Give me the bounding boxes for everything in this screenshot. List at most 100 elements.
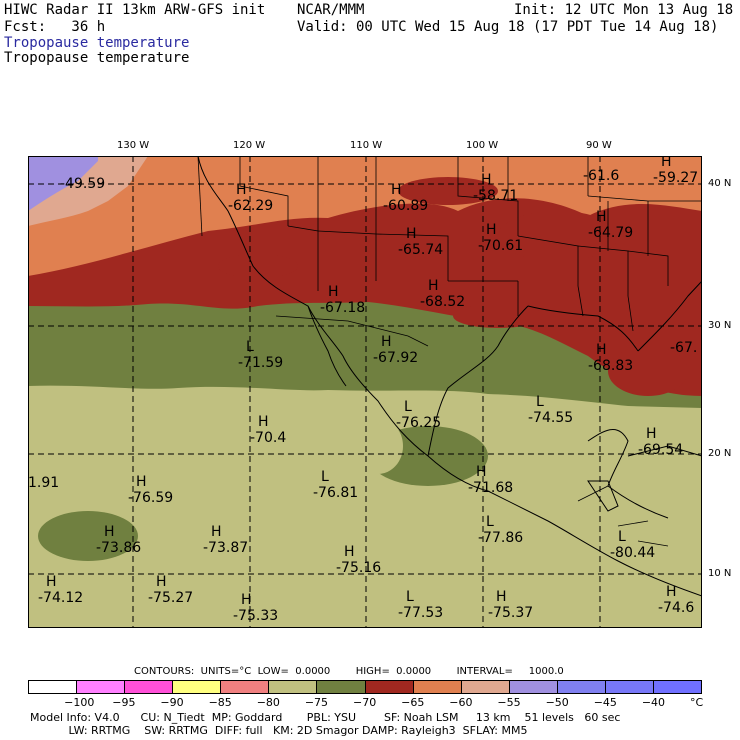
extremum-value: -71.68 (468, 480, 513, 496)
extremum-value: -74.6 (658, 600, 694, 616)
lat-label: 40 N (708, 178, 732, 189)
high-marker: H (481, 172, 492, 188)
extremum-value: -49.59 (60, 176, 105, 192)
colorbar-label: °C (690, 696, 704, 709)
extremum-value: -58.71 (473, 188, 518, 204)
colorbar-label: −40 (641, 696, 666, 709)
lon-label: 120 W (233, 140, 266, 151)
tropopause-map: -49.59 H-62.29H-60.89H-58.71-61.6H-59.27H… (28, 156, 702, 628)
extremum-value: -70.61 (478, 238, 523, 254)
colorbar-swatch (557, 681, 606, 693)
high-marker: H (236, 182, 247, 198)
extremum-value: -77.53 (398, 605, 443, 621)
extremum-value: -70.4 (250, 430, 286, 446)
low-marker: L (404, 399, 412, 415)
extremum-value: -76.25 (396, 415, 441, 431)
colorbar-label: −80 (256, 696, 280, 709)
colorbar-label: −55 (497, 696, 521, 709)
colorbar-label: −60 (449, 696, 473, 709)
lon-label: 110 W (350, 140, 383, 151)
low-marker: L (321, 469, 329, 485)
colorbar-label: −65 (401, 696, 425, 709)
extremum-value: -73.86 (96, 540, 141, 556)
patch-darkred (453, 304, 543, 328)
high-marker: H (496, 589, 507, 605)
high-marker: H (258, 414, 269, 430)
init-time: Init: 12 UTC Mon 13 Aug 18 (514, 2, 734, 18)
high-marker: H (476, 464, 487, 480)
highs-lows: -49.59 H-62.29H-60.89H-58.71-61.6H-59.27H… (28, 156, 698, 624)
patch-sand (248, 411, 308, 441)
colorbar-label: −50 (545, 696, 569, 709)
colorbar-label: −100 (64, 696, 95, 709)
high-marker: H (136, 474, 147, 490)
colorbar (28, 680, 702, 694)
extremum-value: -74.55 (528, 410, 573, 426)
colorbar-swatch (173, 681, 222, 693)
valid-time: Valid: 00 UTC Wed 15 Aug 18 (17 PDT Tue … (297, 19, 719, 35)
field-name-blue: Tropopause temperature (4, 35, 190, 51)
extremum-value: -75.16 (336, 560, 381, 576)
high-marker: H (596, 342, 607, 358)
lon-label: 100 W (466, 140, 499, 151)
patch-olive (38, 511, 138, 561)
patch-darkred (218, 254, 298, 278)
extremum-value: -61.6 (583, 168, 619, 184)
colorbar-label: −90 (160, 696, 184, 709)
high-marker: H (104, 524, 115, 540)
high-marker: H (406, 226, 417, 242)
high-marker: H (344, 544, 355, 560)
band-orange (28, 156, 702, 276)
extremum-value: -76.81 (313, 485, 358, 501)
lat-label: 20 N (708, 448, 732, 459)
colorbar-swatch (509, 681, 558, 693)
colorbar-swatch (221, 681, 270, 693)
colorbar-swatch (125, 681, 174, 693)
lon-label: 90 W (586, 140, 612, 151)
colorbar-label: −95 (112, 696, 136, 709)
extremum-value: -65.74 (398, 242, 443, 258)
low-marker: L (406, 589, 414, 605)
colorbar-label: −70 (353, 696, 377, 709)
lat-lon-grid (28, 156, 702, 628)
colorbar-swatch (29, 681, 78, 693)
high-marker: H (241, 592, 252, 608)
extremum-value: -74.12 (38, 590, 83, 606)
patch-darkred (608, 346, 688, 396)
extremum-value: -59.27 (653, 170, 698, 186)
extremum-value: -67.18 (320, 300, 365, 316)
extremum-value: -62.29 (228, 198, 273, 214)
patch-darkred (498, 211, 618, 261)
high-marker: H (646, 426, 657, 442)
model-info-line2: LW: RRTMG SW: RRTMG DIFF: full KM: 2D Sm… (30, 724, 528, 737)
extremum-value: -71.59 (238, 355, 283, 371)
high-marker: H (391, 182, 402, 198)
extremum-value: -67. (670, 340, 697, 356)
colorbar-swatch (605, 681, 655, 693)
extremum-value: -77.86 (478, 530, 523, 546)
lat-label: 10 N (708, 568, 732, 579)
field-name: Tropopause temperature (4, 50, 190, 66)
map-frame (28, 156, 702, 628)
low-marker: L (618, 529, 626, 545)
product-title: HIWC Radar II 13km ARW-GFS init (4, 2, 266, 18)
high-marker: H (666, 584, 677, 600)
high-marker: H (428, 278, 439, 294)
colorbar-swatch (269, 681, 318, 693)
model-info-line1: Model Info: V4.0 CU: N_Tiedt MP: Goddard… (30, 711, 621, 724)
lat-label: 30 N (708, 320, 732, 331)
extremum-value: -68.83 (588, 358, 633, 374)
colorbar-swatch (365, 681, 414, 693)
extremum-value: -76.59 (128, 490, 173, 506)
high-marker: H (156, 574, 167, 590)
low-marker: L (486, 514, 494, 530)
high-marker: H (661, 156, 672, 170)
extremum-value: -75.37 (488, 605, 533, 621)
colorbar-swatch (413, 681, 462, 693)
low-marker: L (246, 339, 254, 355)
low-marker: L (536, 394, 544, 410)
high-marker: H (486, 222, 497, 238)
high-marker: H (46, 574, 57, 590)
political-borders (197, 156, 702, 547)
high-marker: H (596, 209, 607, 225)
